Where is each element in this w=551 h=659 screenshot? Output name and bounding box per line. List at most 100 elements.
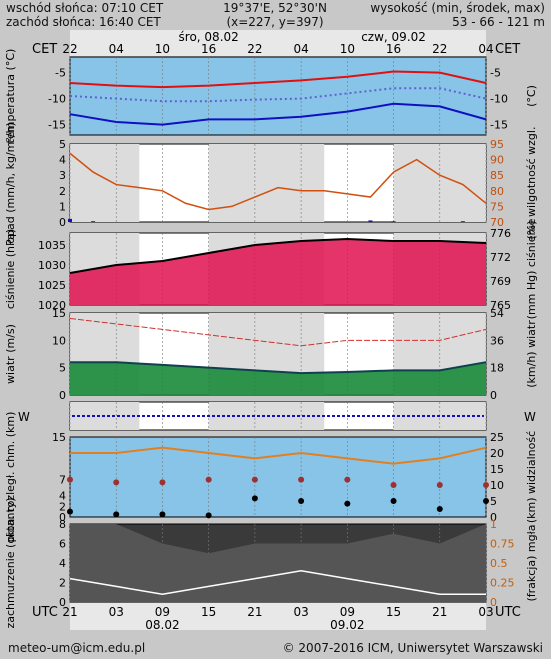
high-cloud-point xyxy=(436,482,443,488)
precip-tick: 2 xyxy=(59,185,66,198)
wind-gust-line xyxy=(69,317,487,347)
header-location: 19°37'E, 52°30'N (x=227, y=397) xyxy=(195,1,355,29)
precip-bar xyxy=(68,218,72,222)
humidity-tick: 75 xyxy=(490,200,504,213)
pressure-tick: 1035 xyxy=(38,239,66,252)
bottom-day-label: 09.02 xyxy=(330,618,364,630)
cover-tick: 2 xyxy=(59,577,66,590)
wind-tick: 15 xyxy=(52,307,66,320)
temp-ylabel-right: (°C) xyxy=(525,85,538,107)
low-cloud-point xyxy=(159,511,166,518)
wind-area xyxy=(70,362,486,395)
temp-tick-right: -15 xyxy=(490,119,508,132)
temp-tick-right: -5 xyxy=(490,67,501,80)
pressure-ylabel: ciśnienie (hPa) xyxy=(4,229,17,309)
cloud-tick: 7 xyxy=(59,474,66,487)
low-cloud-point xyxy=(251,495,258,502)
visibility-line xyxy=(70,446,487,465)
height-values: 53 - 66 - 121 m xyxy=(452,15,545,29)
top-hour-label: 04 xyxy=(293,42,308,56)
bottom-hour-label: 15 xyxy=(386,605,401,619)
low-cloud-point xyxy=(298,498,305,504)
top-day-label: czw, 09.02 xyxy=(361,30,426,44)
humidity-line xyxy=(69,152,487,211)
cover-tick: 0 xyxy=(59,596,66,609)
temp-tick: -15 xyxy=(48,119,66,132)
temp-tick-right: -10 xyxy=(490,93,508,106)
high-cloud-point xyxy=(205,476,212,483)
cloud-tick: 2 xyxy=(59,500,66,513)
precip-bar xyxy=(91,221,96,222)
bottom-axis-label-right: UTC xyxy=(495,605,521,620)
night-band xyxy=(208,402,325,430)
height-label: wysokość (min, środek, max) xyxy=(370,1,545,15)
bottom-hour-label: 03 xyxy=(478,605,493,619)
fog-tick: 0.75 xyxy=(490,538,515,551)
low-cloud-point xyxy=(483,498,489,504)
precip-tick: 1 xyxy=(59,200,66,213)
top-axis-label-right: CET xyxy=(495,42,520,57)
low-cloud-point xyxy=(436,506,443,512)
footer-email[interactable]: meteo-um@icm.edu.pl xyxy=(8,641,146,655)
cloud-tick: 15 xyxy=(52,431,66,444)
precip-tick: 4 xyxy=(59,154,66,167)
fog-tick: 0 xyxy=(490,596,497,609)
wind-tick-right: 54 xyxy=(490,307,504,320)
cloud-tick: 4 xyxy=(59,490,66,503)
high-cloud-point xyxy=(159,479,166,486)
visibility-tick: 20 xyxy=(490,447,504,460)
sunset-text: zachód słońca: 16:40 CET xyxy=(6,15,161,29)
temp-tick: -10 xyxy=(48,93,66,106)
panel-frame xyxy=(69,436,487,518)
high-cloud-point xyxy=(298,476,305,483)
compass-w-right: W xyxy=(524,410,536,424)
bottom-axis-label: UTC xyxy=(32,605,58,620)
top-hour-label: 10 xyxy=(340,42,355,56)
humidity-tick: 80 xyxy=(490,185,504,198)
humidity-tick: 90 xyxy=(490,154,504,167)
precip-tick: 0 xyxy=(59,216,66,229)
humidity-tick: 85 xyxy=(490,169,504,182)
bottom-hour-label: 03 xyxy=(293,605,308,619)
high-cloud-point xyxy=(483,482,489,488)
bottom-axis-strip xyxy=(70,603,486,630)
pressure-tick: 1020 xyxy=(38,299,66,312)
low-cloud-point xyxy=(205,512,212,519)
wind-tick-right: 0 xyxy=(490,389,497,402)
footer-copyright: © 2007-2016 ICM, Uniwersytet Warszawski xyxy=(282,641,543,655)
visibility-tick: 25 xyxy=(490,431,504,444)
top-hour-label: 04 xyxy=(478,42,493,56)
low-cloud-point xyxy=(344,500,351,507)
bottom-hour-label: 09 xyxy=(155,605,170,619)
compass-w: W xyxy=(18,410,30,424)
top-hour-label: 04 xyxy=(109,42,124,56)
fog-line xyxy=(69,570,486,595)
night-band xyxy=(208,144,325,222)
temp-min-line xyxy=(69,102,487,126)
high-cloud-point xyxy=(390,482,397,488)
night-band xyxy=(70,144,140,222)
wind-tick-right: 18 xyxy=(490,362,504,375)
grid-text: (x=227, y=397) xyxy=(226,15,324,29)
header-sun-info: wschód słońca: 07:10 CET zachód słońca: … xyxy=(6,1,163,29)
wind-ylabel: wiatr (m/s) xyxy=(4,324,17,384)
top-hour-label: 10 xyxy=(155,42,170,56)
pressure-line xyxy=(69,237,487,274)
bottom-hour-label: 09 xyxy=(340,605,355,619)
top-axis-label: CET xyxy=(32,42,57,57)
panel-frame xyxy=(69,56,487,136)
low-cloud-point xyxy=(67,508,73,515)
precip-bar xyxy=(368,220,373,222)
pressure-area xyxy=(70,239,486,305)
cloud-ylabel: pion. rozległ. chm. (km) xyxy=(4,412,17,543)
bottom-hour-label: 21 xyxy=(432,605,447,619)
cover-tick: 8 xyxy=(59,518,66,531)
visibility-tick: 5 xyxy=(490,495,497,508)
humidity-ylabel: (%) wilgotność wzgl. xyxy=(525,127,538,240)
precip-tick: 5 xyxy=(59,138,66,151)
precip-ylabel: opad (mm/h, kg/m²/h) xyxy=(4,122,17,243)
pressure-ylabel-right: (mm Hg) ciśnienie xyxy=(525,218,538,319)
high-cloud-point xyxy=(113,479,120,486)
temp-tick: -5 xyxy=(55,67,66,80)
cover-ylabel: zachmurzenie (oktanty) xyxy=(4,497,17,628)
